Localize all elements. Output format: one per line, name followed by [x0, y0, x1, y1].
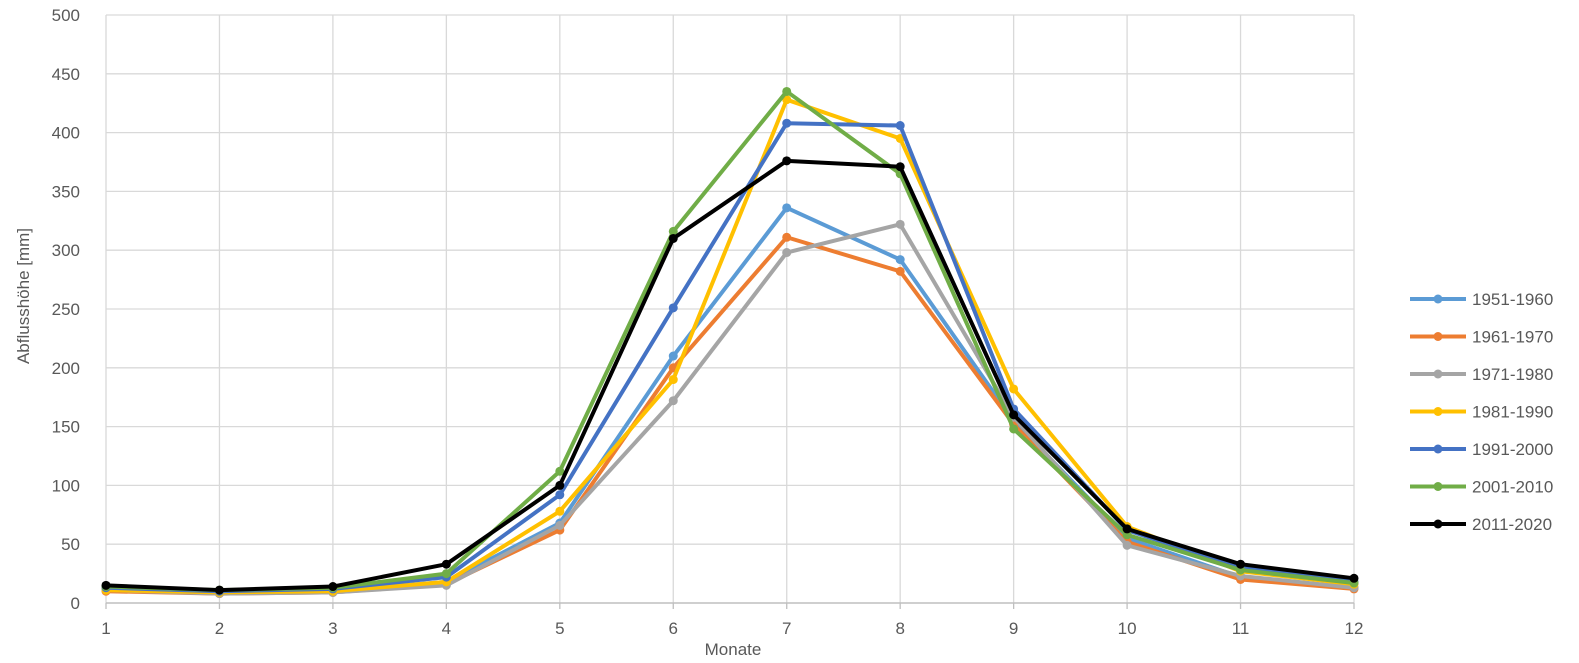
data-point: [895, 121, 905, 131]
data-point: [555, 506, 565, 516]
legend-item: 1981-1990: [1410, 403, 1553, 422]
data-point: [668, 303, 678, 313]
y-tick-label: 450: [52, 65, 80, 84]
data-point: [1122, 524, 1132, 534]
series-1981-1990: [101, 95, 1359, 597]
legend-label: 1951-1960: [1472, 290, 1553, 309]
y-tick-label: 100: [52, 476, 80, 495]
legend-item: 1971-1980: [1410, 365, 1553, 384]
series-2011-2020: [101, 156, 1359, 595]
legend-item: 2011-2020: [1410, 515, 1552, 534]
data-point: [555, 520, 565, 530]
legend-label: 1961-1970: [1472, 328, 1553, 347]
data-point: [782, 86, 792, 96]
data-point: [668, 226, 678, 236]
data-point: [668, 396, 678, 406]
legend-item: 2001-2010: [1410, 478, 1553, 497]
legend-item: 1951-1960: [1410, 290, 1553, 309]
series-1951-1960: [101, 203, 1359, 597]
legend-marker: [1433, 332, 1443, 341]
y-tick-label: 300: [52, 241, 80, 260]
legend-marker: [1433, 294, 1443, 304]
x-axis-title: Monate: [705, 640, 762, 659]
y-tick-label: 0: [71, 594, 80, 613]
series-line: [104, 121, 1356, 594]
y-axis-title: Abflusshöhe [mm]: [14, 228, 33, 364]
legend-label: 1981-1990: [1472, 403, 1553, 422]
series-line: [104, 89, 1356, 593]
x-tick-label: 10: [1118, 619, 1137, 638]
y-tick-label: 250: [52, 300, 80, 319]
series-line: [104, 97, 1356, 595]
data-point: [668, 375, 678, 385]
x-tick-label: 7: [782, 619, 791, 638]
data-point: [895, 255, 905, 265]
data-point: [555, 466, 565, 476]
grid-lines: [105, 14, 1355, 603]
data-point: [895, 162, 905, 172]
data-point: [214, 585, 224, 595]
x-tick-label: 11: [1232, 619, 1250, 638]
y-tick-label: 200: [52, 359, 80, 378]
data-point: [1009, 424, 1019, 434]
x-tick-label: 9: [1009, 619, 1018, 638]
legend-marker: [1433, 407, 1443, 416]
data-point: [668, 233, 678, 243]
x-tick-label: 3: [328, 619, 337, 638]
y-tick-label: 400: [52, 124, 80, 143]
legend-label: 1971-1980: [1472, 365, 1553, 384]
y-tick-label: 500: [52, 6, 80, 25]
legend-marker: [1433, 444, 1443, 454]
x-tick-label: 4: [442, 619, 451, 638]
data-point: [555, 490, 565, 500]
data-point: [1009, 410, 1019, 420]
data-point: [782, 95, 792, 105]
legend-label: 2011-2020: [1472, 515, 1552, 534]
data-point: [328, 582, 338, 592]
data-point: [441, 559, 451, 569]
y-tick-label: 350: [52, 182, 80, 201]
legend: 1951-1960 1961-1970 1971-1980 1981-1990 1991…: [1410, 290, 1553, 534]
series-line: [104, 158, 1356, 593]
data-point: [101, 580, 111, 590]
series-line: [104, 205, 1356, 595]
data-point: [1122, 540, 1132, 550]
y-tick-label: 50: [61, 535, 80, 554]
x-tick-label: 8: [895, 619, 904, 638]
data-point: [895, 266, 905, 276]
x-tick-label: 2: [215, 619, 224, 638]
data-point: [1236, 559, 1246, 569]
legend-label: 2001-2010: [1472, 478, 1553, 497]
x-tick-label: 1: [101, 619, 110, 638]
data-point: [668, 351, 678, 361]
data-point: [895, 219, 905, 229]
data-point: [1349, 573, 1359, 583]
y-tick-label: 150: [52, 418, 80, 437]
data-point: [782, 203, 792, 213]
data-point: [782, 232, 792, 242]
data-point: [441, 569, 451, 579]
x-tick-label: 6: [669, 619, 678, 638]
axes: [105, 602, 1355, 609]
legend-marker: [1433, 519, 1443, 529]
legend-item: 1991-2000: [1410, 440, 1553, 459]
data-point: [1009, 384, 1019, 394]
legend-label: 1991-2000: [1472, 440, 1553, 459]
data-point: [555, 480, 565, 490]
data-point: [782, 248, 792, 258]
x-tick-label: 12: [1345, 619, 1364, 638]
data-point: [782, 118, 792, 128]
series-2001-2010: [101, 86, 1359, 595]
legend-marker: [1433, 482, 1443, 491]
series-lines: [101, 86, 1359, 599]
x-tick-label: 5: [555, 619, 564, 638]
legend-marker: [1433, 369, 1443, 379]
legend-item: 1961-1970: [1410, 328, 1553, 347]
series-1991-2000: [101, 118, 1359, 596]
data-point: [782, 156, 792, 166]
